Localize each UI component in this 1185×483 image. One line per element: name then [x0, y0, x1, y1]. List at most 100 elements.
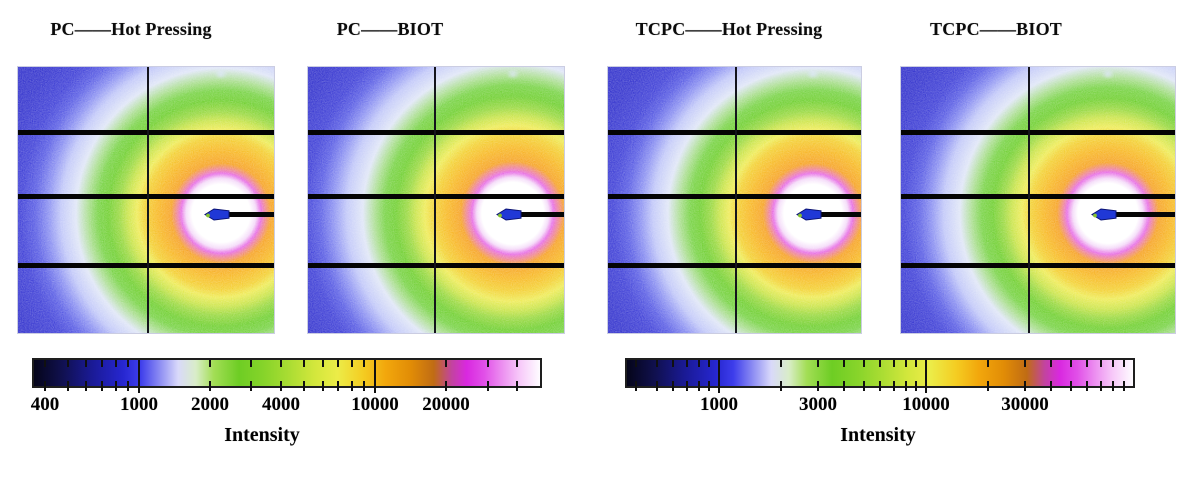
colorbar-minor-tick — [1100, 360, 1102, 367]
colorbar-tick-label: 10000 — [902, 394, 950, 415]
colorbar-minor-tick — [708, 381, 710, 391]
panel-title-tcpc-hot-pressing: TCPC——Hot Pressing — [635, 19, 823, 39]
detector-gap-bar — [18, 194, 274, 199]
colorbar-minor-tick — [337, 381, 339, 391]
beam-center-dot — [206, 213, 210, 218]
colorbar-minor-tick — [516, 381, 518, 391]
vertical-detector-gap — [735, 67, 737, 333]
colorbar-minor-tick — [698, 381, 700, 391]
colorbar-minor-tick — [351, 381, 353, 391]
colorbar-minor-tick — [672, 381, 674, 391]
colorbar-minor-tick — [1050, 360, 1052, 367]
colorbar-minor-tick — [817, 381, 819, 391]
colorbar-decade-tick — [925, 360, 927, 393]
detector-gap-bar — [18, 263, 274, 268]
colorbar-minor-tick — [44, 381, 46, 391]
pattern-panel-pc-biot — [307, 66, 565, 334]
colorbar-minor-tick — [635, 381, 637, 391]
colorbar-minor-tick — [893, 381, 895, 391]
colorbar-decade-tick — [718, 360, 720, 393]
colorbar-minor-tick — [708, 360, 710, 367]
colorbar-left: 400 1000 2000 4000 10000 20000 — [31, 358, 542, 415]
colorbar-minor-tick — [843, 381, 845, 391]
panel-title-tcpc-biot: TCPC——BIOT — [929, 19, 1063, 39]
colorbar-minor-tick — [1050, 381, 1052, 391]
colorbar-minor-tick — [915, 360, 917, 367]
colorbar-minor-tick — [780, 381, 782, 391]
colorbar-minor-tick — [280, 360, 282, 367]
detector-gap-bar — [901, 130, 1175, 135]
colorbar-minor-tick — [67, 381, 69, 391]
beamstop-arrow-icon — [796, 208, 822, 221]
colorbar-minor-tick — [487, 381, 489, 391]
colorbar-tick-label: 3000 — [799, 394, 837, 415]
vertical-detector-gap — [1028, 67, 1030, 333]
colorbar-minor-tick — [817, 360, 819, 367]
colorbar-minor-tick — [1024, 360, 1026, 367]
beamstop-arrow-icon — [1091, 208, 1117, 221]
noise-overlay — [608, 67, 861, 333]
colorbar-minor-tick — [780, 360, 782, 367]
colorbar-minor-tick — [905, 360, 907, 367]
detector-gap-bar — [901, 194, 1175, 199]
colorbar-left-title: Intensity — [224, 424, 300, 446]
vertical-detector-gap — [147, 67, 149, 333]
colorbar-minor-tick — [127, 360, 129, 367]
colorbar-minor-tick — [250, 381, 252, 391]
colorbar-minor-tick — [351, 360, 353, 367]
top-reflection-spot — [212, 70, 230, 78]
beamstop-arm — [521, 212, 564, 217]
colorbar-minor-tick — [915, 381, 917, 391]
colorbar-minor-tick — [1086, 381, 1088, 391]
noise-overlay — [18, 67, 274, 333]
colorbar-minor-tick — [656, 360, 658, 367]
colorbar-minor-tick — [303, 381, 305, 391]
detector-gap-bar — [608, 194, 861, 199]
beamstop-arrow-icon — [204, 208, 230, 221]
colorbar-minor-tick — [363, 360, 365, 367]
beam-center-dot — [798, 213, 802, 218]
colorbar-minor-tick — [1123, 381, 1125, 391]
colorbar-minor-tick — [1123, 360, 1125, 367]
noise-overlay — [308, 67, 564, 333]
colorbar-minor-tick — [250, 360, 252, 367]
colorbar-minor-tick — [863, 381, 865, 391]
colorbar-minor-tick — [322, 381, 324, 391]
colorbar-minor-tick — [879, 381, 881, 391]
noise-overlay — [901, 67, 1175, 333]
colorbar-minor-tick — [987, 381, 989, 391]
panel-title-pc-biot: PC——BIOT — [336, 19, 444, 39]
colorbar-minor-tick — [322, 360, 324, 367]
vertical-detector-gap — [434, 67, 436, 333]
detector-gap-bar — [308, 263, 564, 268]
colorbar-minor-tick — [303, 360, 305, 367]
colorbar-minor-tick — [1070, 360, 1072, 367]
colorbar-minor-tick — [101, 360, 103, 367]
colorbar-minor-tick — [280, 381, 282, 391]
colorbar-minor-tick — [363, 381, 365, 391]
colorbar-right: 1000 3000 10000 30000 — [625, 358, 1135, 415]
colorbar-minor-tick — [209, 381, 211, 391]
colorbar-minor-tick — [1086, 360, 1088, 367]
colorbar-minor-tick — [1070, 381, 1072, 391]
colorbar-minor-tick — [656, 381, 658, 391]
beam-center-dot — [498, 213, 502, 218]
colorbar-tick-label: 2000 — [191, 394, 229, 415]
detector-gap-bar — [308, 194, 564, 199]
colorbar-minor-tick — [635, 360, 637, 367]
pattern-panel-tcpc-hot-pressing — [607, 66, 862, 334]
colorbar-minor-tick — [686, 381, 688, 391]
detector-gap-bar — [18, 130, 274, 135]
colorbar-minor-tick — [115, 360, 117, 367]
beamstop-arm — [229, 212, 274, 217]
colorbar-minor-tick — [445, 360, 447, 367]
colorbar-gradient — [34, 360, 540, 386]
colorbar-tick-label: 10000 — [351, 394, 399, 415]
colorbar-minor-tick — [843, 360, 845, 367]
panel-title-pc-hot-pressing: PC——Hot Pressing — [50, 19, 212, 39]
colorbar-minor-tick — [127, 381, 129, 391]
beam-center-dot — [1093, 213, 1097, 218]
top-reflection-spot — [1098, 70, 1117, 78]
colorbar-minor-tick — [209, 360, 211, 367]
colorbar-minor-tick — [1112, 381, 1114, 391]
